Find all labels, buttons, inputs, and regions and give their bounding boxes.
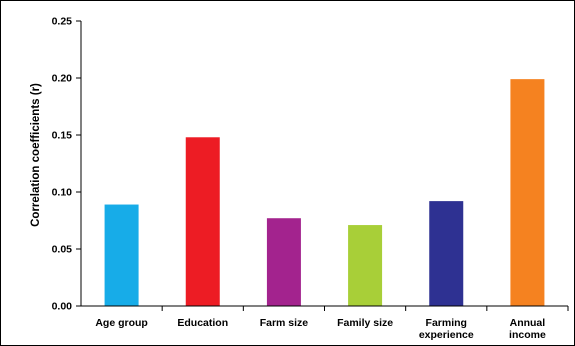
y-tick-label: 0.25 [52,16,73,28]
bars-layer [104,79,545,306]
y-tick-label: 0.15 [52,130,73,142]
bar [104,204,139,306]
axes-layer [76,20,569,311]
bar [429,201,464,306]
x-tick-label: Farming [426,317,467,329]
y-tick-label: 0.20 [52,73,73,85]
x-tick-label: Annual [510,317,546,329]
x-tick-label: Farm size [260,317,309,329]
y-tick-label: 0.00 [52,301,73,313]
x-tick-label: Education [177,317,228,329]
labels-layer: 0.00 0.05 0.10 0.15 0.20 0.25 Age group Educati… [52,16,546,342]
bar [348,225,383,306]
y-tick-label: 0.10 [52,187,73,199]
x-tick-label: experience [419,329,474,341]
x-tick-label: income [509,329,546,341]
bar [185,137,220,306]
y-axis-title: Correlation coefficients (r) [30,83,42,227]
y-tick-label: 0.05 [52,244,73,256]
bar [266,218,301,306]
bar [510,79,545,306]
x-tick-label: Family size [337,317,393,329]
x-tick-label: Age group [95,317,148,329]
